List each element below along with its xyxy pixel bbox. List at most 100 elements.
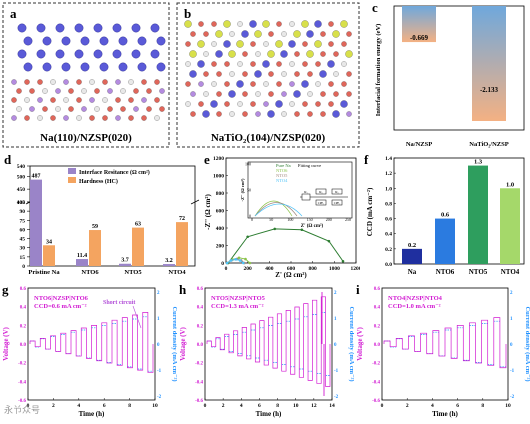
na-atom [150, 49, 160, 59]
panel-c-category-1: NaTiO₂/NZSP [469, 141, 508, 148]
lattice-atom [198, 101, 204, 107]
ytick-right-label: 2 [510, 291, 513, 296]
inset-fitting-label: Fitting curve [298, 163, 321, 168]
lattice-atom [242, 71, 248, 77]
lattice-atom [68, 106, 74, 112]
lattice-atom [307, 111, 313, 117]
ytick-right-label: 2 [334, 291, 337, 296]
lattice-atom [263, 101, 269, 107]
lattice-atom [224, 81, 230, 87]
na-atom [17, 49, 27, 59]
lattice-atom [315, 61, 321, 67]
lattice-atom [328, 21, 334, 27]
lattice-atom [76, 79, 82, 85]
lattice-atom [159, 106, 165, 112]
lattice-atom [242, 51, 248, 57]
lattice-atom [223, 20, 231, 28]
lattice-atom [242, 91, 248, 97]
lattice-atom [289, 81, 295, 87]
panel-d-ytick-label: 30 [20, 246, 26, 252]
lattice-atom [107, 106, 113, 112]
lattice-atom [189, 70, 197, 78]
xtick-label: 0 [204, 403, 207, 409]
na-atom [23, 36, 33, 46]
na-atom-layer [17, 23, 166, 72]
lattice-atom [262, 60, 270, 68]
panel-d-ytick-label: 450 [17, 187, 26, 193]
xlabel-time: Time (h) [432, 410, 458, 418]
lattice-atom [294, 111, 300, 117]
lattice-atom [254, 70, 262, 78]
panel-f-letter: f [364, 152, 369, 167]
lattice-atom [133, 106, 139, 112]
lattice-atom [210, 100, 218, 108]
lattice-atom [89, 79, 95, 85]
panel-f-ytick-label: 1.0 [385, 186, 392, 192]
ccd-value-label: 1.3 [474, 159, 483, 166]
xtick-label: 4 [431, 403, 434, 409]
panel-a-letter: a [10, 6, 17, 21]
lattice-atom [55, 106, 61, 112]
lattice-atom [307, 91, 313, 97]
cell-title: NTO5|NZSP|NTO5 [211, 295, 266, 302]
inset-xtick-label: 50 [269, 217, 273, 222]
ytick-left-label: -0.2 [372, 362, 380, 367]
plot-frame [204, 287, 333, 401]
panel-e-ytick-label: 0 [221, 261, 224, 267]
nyquist-point [237, 256, 241, 260]
lattice-atom [341, 61, 347, 67]
ccd-bar [435, 218, 455, 264]
lattice-atom [128, 115, 134, 121]
lattice-atom [340, 20, 348, 28]
ytick-left-label: 0.2 [197, 324, 204, 329]
ytick-right-label: 2 [157, 291, 160, 296]
lattice-atom [307, 71, 313, 77]
nyquist-point [225, 261, 229, 265]
inset-xtick-label: 0 [251, 217, 253, 222]
nyquist-point [242, 261, 245, 265]
lattice-atom [306, 30, 314, 38]
na-atom [156, 36, 166, 46]
lattice-atom [340, 100, 348, 108]
lattice-atom [50, 79, 56, 85]
ylabel-voltage: Voltage (V) [356, 326, 364, 360]
lattice-atom [102, 97, 108, 103]
lattice-atom [190, 111, 196, 117]
lattice-atom [229, 111, 235, 117]
lattice-atom [293, 30, 301, 38]
lattice-atom [346, 71, 352, 77]
ytick-left-label: 0.0 [20, 343, 27, 348]
lattice-atom [306, 50, 314, 58]
ytick-right-label: -2 [157, 395, 162, 400]
lattice-atom [223, 40, 231, 48]
lattice-atom [249, 20, 257, 28]
lattice-atom [328, 101, 334, 107]
lattice-atom [68, 88, 74, 94]
panel-b: b NaTiO₂(104)/NZSP(020) [174, 0, 362, 150]
ytick-left-label: 0.4 [20, 306, 27, 311]
lattice-atom [320, 31, 326, 37]
ylabel-voltage: Voltage (V) [2, 326, 10, 360]
panel-f-ytick-label: 0.8 [385, 201, 392, 207]
panel-d-category-2: NTO5 [124, 269, 142, 276]
ytick-right-label: 1 [334, 317, 337, 322]
lattice-atom [237, 61, 243, 67]
xlabel-time: Time (h) [256, 410, 282, 418]
panel-c-value-label-0: -0.669 [410, 34, 429, 42]
panel-e-xtick-label: 600 [287, 266, 296, 272]
inset-legend-2: NTO5 [276, 173, 288, 178]
ccd-bar [468, 165, 488, 264]
lattice-atom [189, 50, 197, 58]
panel-a-structure: a Na(110)/NZSP(020) [2, 2, 170, 148]
lattice-atom [242, 111, 248, 117]
na-atom [55, 23, 65, 33]
na-atom [36, 23, 46, 33]
inset-xtick-label: 150 [307, 217, 313, 222]
resistance-bar [119, 263, 131, 266]
axis-break-mark [190, 199, 200, 205]
lattice-atom [301, 80, 309, 88]
lattice-atom [11, 115, 17, 121]
ytick-left-label: -0.6 [195, 399, 203, 404]
xtick-label: 0 [27, 403, 30, 409]
